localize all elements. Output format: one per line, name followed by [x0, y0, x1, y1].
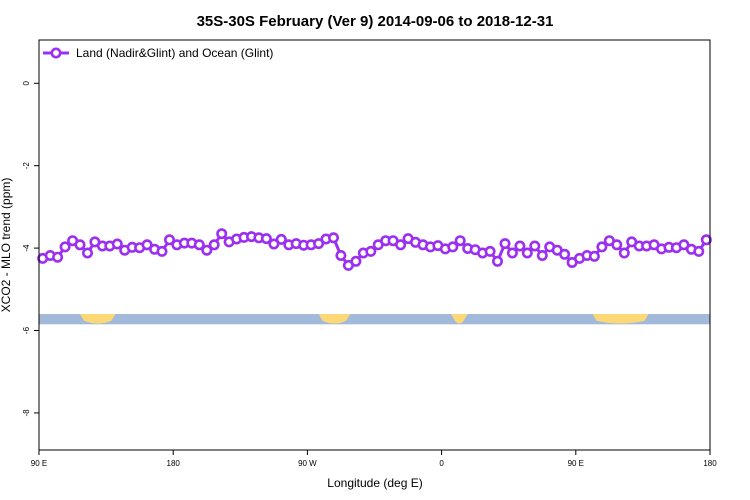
- series-point: [454, 235, 466, 247]
- x-tick-label: 0: [439, 459, 444, 468]
- series-point: [618, 247, 630, 259]
- series-point: [59, 241, 71, 253]
- series-point: [156, 245, 168, 257]
- land-segments: [80, 314, 649, 324]
- land-segment: [80, 314, 116, 324]
- x-tick-label: 90 E: [568, 459, 584, 468]
- ocean-band: [39, 314, 710, 325]
- y-axis-label: XCO2 - MLO trend (ppm): [0, 178, 13, 313]
- series-point: [514, 240, 526, 252]
- series-point: [208, 239, 220, 251]
- series-point: [327, 232, 339, 244]
- series-point: [201, 244, 213, 256]
- series-point: [164, 234, 176, 246]
- y-tick-label: -4: [22, 244, 31, 252]
- legend: Land (Nadir&Glint) and Ocean (Glint): [43, 46, 273, 60]
- series-point: [313, 238, 325, 250]
- series-point: [268, 238, 280, 250]
- series-point: [395, 239, 407, 251]
- x-axis-label: Longitude (deg E): [327, 476, 422, 490]
- series-point: [588, 250, 600, 262]
- series-point: [700, 234, 712, 246]
- land-segment: [450, 314, 468, 324]
- y-axis-ticks: 0 -2 -4 -6 -8: [22, 80, 39, 416]
- series-point: [193, 239, 205, 251]
- series-point: [111, 238, 123, 250]
- series-point: [559, 248, 571, 260]
- chart-title: 35S-30S February (Ver 9) 2014-09-06 to 2…: [197, 13, 554, 30]
- series-point: [82, 247, 94, 259]
- series-point: [611, 239, 623, 251]
- series-point: [491, 255, 503, 267]
- series-point: [275, 233, 287, 245]
- series-point: [693, 245, 705, 257]
- series-point: [350, 255, 362, 267]
- legend-marker: [50, 47, 62, 59]
- series-point: [74, 239, 86, 251]
- x-tick-label: 90 E: [31, 459, 47, 468]
- x-tick-label: 180: [703, 459, 717, 468]
- series-point: [678, 239, 690, 251]
- x-tick-label: 90 W: [298, 459, 317, 468]
- series-point: [484, 245, 496, 257]
- legend-label: Land (Nadir&Glint) and Ocean (Glint): [76, 46, 273, 60]
- series-point: [596, 241, 608, 253]
- x-axis-ticks: 90 E 180 90 W 0 90 E 180: [31, 450, 717, 468]
- series-point: [141, 239, 153, 251]
- series-point: [335, 250, 347, 262]
- series-points: [37, 228, 712, 271]
- x-tick-label: 180: [167, 459, 181, 468]
- series-point: [536, 250, 548, 262]
- series-point: [506, 247, 518, 259]
- series-point: [529, 240, 541, 252]
- series-point: [499, 238, 511, 250]
- land-segment: [318, 314, 351, 324]
- y-tick-label: -8: [22, 409, 31, 417]
- y-tick-label: -6: [22, 326, 31, 334]
- plot-frame: [38, 39, 711, 451]
- y-tick-label: 0: [22, 80, 31, 85]
- series-point: [216, 228, 228, 240]
- data-series: [37, 228, 712, 271]
- series-point: [521, 247, 533, 259]
- land-ocean-strip: [39, 314, 710, 325]
- y-tick-label: -2: [22, 162, 31, 170]
- series-point: [365, 245, 377, 257]
- series-point: [260, 233, 272, 245]
- land-segment: [592, 314, 649, 324]
- series-point: [447, 241, 459, 253]
- series-point: [52, 251, 64, 263]
